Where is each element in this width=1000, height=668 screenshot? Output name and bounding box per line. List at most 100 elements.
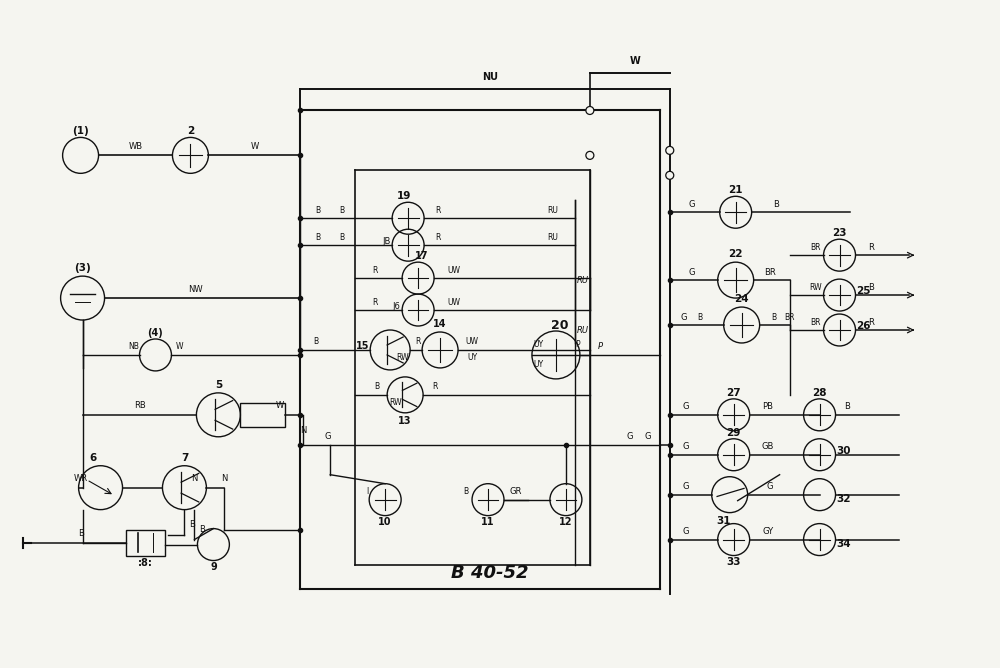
Text: 27: 27 (726, 388, 741, 398)
Text: B: B (340, 206, 345, 214)
Text: G: G (688, 200, 695, 209)
Text: 14: 14 (433, 319, 447, 329)
Text: 21: 21 (728, 185, 743, 195)
Text: G: G (682, 442, 689, 452)
Text: B 40-52: B 40-52 (451, 564, 529, 582)
Text: N: N (221, 474, 228, 483)
Text: BR: BR (810, 242, 821, 252)
Text: G: G (766, 482, 773, 491)
Text: (3): (3) (74, 263, 91, 273)
Text: NB: NB (128, 343, 139, 351)
Text: BR: BR (810, 317, 821, 327)
Text: B: B (78, 529, 84, 538)
Text: RU: RU (577, 276, 589, 285)
Text: 23: 23 (832, 228, 847, 238)
Text: 20: 20 (551, 319, 569, 331)
Text: NU: NU (482, 71, 498, 81)
Text: GR: GR (510, 487, 522, 496)
Text: :8:: :8: (138, 558, 153, 568)
Text: B: B (773, 200, 779, 209)
Text: 19: 19 (397, 191, 411, 201)
Text: B: B (314, 337, 319, 347)
Text: PB: PB (762, 402, 773, 411)
Circle shape (586, 106, 594, 114)
Text: GB: GB (761, 442, 774, 452)
Text: R: R (372, 297, 378, 307)
Text: 15: 15 (355, 341, 369, 351)
Text: 9: 9 (210, 562, 217, 572)
Text: RU: RU (547, 206, 558, 214)
Text: W: W (176, 343, 183, 351)
Text: GY: GY (762, 527, 773, 536)
Text: RU: RU (577, 325, 589, 335)
Text: BR: BR (764, 268, 776, 277)
Text: UY: UY (533, 361, 543, 369)
Text: 12: 12 (559, 516, 573, 526)
Text: 2: 2 (187, 126, 194, 136)
Text: UY: UY (533, 341, 543, 349)
Text: B: B (771, 313, 776, 321)
Text: 30: 30 (836, 446, 851, 456)
Text: R: R (869, 242, 874, 252)
Text: WR: WR (74, 474, 88, 483)
Text: P: P (597, 343, 602, 351)
Text: RU: RU (547, 232, 558, 242)
Text: 24: 24 (734, 294, 749, 304)
Text: 5: 5 (215, 380, 222, 390)
Text: NW: NW (188, 285, 203, 294)
Text: W: W (251, 142, 259, 151)
Text: RW: RW (389, 398, 401, 407)
Text: UW: UW (466, 337, 479, 347)
Text: R: R (432, 382, 438, 391)
Text: B: B (316, 232, 321, 242)
Text: B: B (845, 402, 850, 411)
Text: P: P (576, 341, 580, 349)
Text: UW: UW (448, 297, 461, 307)
Text: B: B (375, 382, 380, 391)
Text: 33: 33 (726, 556, 741, 566)
Text: 25: 25 (856, 286, 871, 296)
Text: 22: 22 (728, 249, 743, 259)
Text: G: G (682, 527, 689, 536)
Text: JB: JB (382, 236, 390, 246)
Text: G: G (682, 402, 689, 411)
Text: J6: J6 (392, 301, 400, 311)
Text: 29: 29 (726, 428, 741, 438)
Text: R: R (435, 232, 441, 242)
Text: W: W (629, 55, 640, 65)
Text: 26: 26 (856, 321, 871, 331)
Text: 34: 34 (836, 538, 851, 548)
Text: 28: 28 (812, 388, 827, 398)
Text: G: G (627, 432, 633, 442)
Text: WB: WB (128, 142, 143, 151)
Text: G: G (680, 313, 687, 321)
Text: 10: 10 (378, 516, 392, 526)
Text: R: R (869, 317, 874, 327)
Text: I: I (366, 487, 368, 496)
Text: B: B (316, 206, 321, 214)
Text: 6: 6 (89, 453, 96, 463)
Text: R: R (415, 337, 421, 347)
Text: UW: UW (448, 266, 461, 275)
Text: B: B (199, 525, 205, 534)
Text: 7: 7 (181, 453, 188, 463)
Text: R: R (372, 266, 378, 275)
Text: RW: RW (809, 283, 822, 292)
Text: B: B (463, 487, 469, 496)
Text: B: B (697, 313, 702, 321)
Text: UY: UY (467, 353, 477, 363)
Text: N: N (191, 474, 198, 483)
Text: G: G (682, 482, 689, 491)
Text: R: R (435, 206, 441, 214)
Text: G: G (325, 432, 331, 442)
Text: G: G (645, 432, 651, 442)
Text: B: B (340, 232, 345, 242)
Circle shape (586, 152, 594, 160)
Text: B: B (189, 520, 195, 529)
Text: N: N (300, 426, 306, 436)
Text: (4): (4) (148, 328, 163, 338)
Text: 32: 32 (836, 494, 851, 504)
Text: BR: BR (784, 313, 795, 321)
Text: 17: 17 (415, 251, 429, 261)
Text: W: W (276, 401, 284, 410)
